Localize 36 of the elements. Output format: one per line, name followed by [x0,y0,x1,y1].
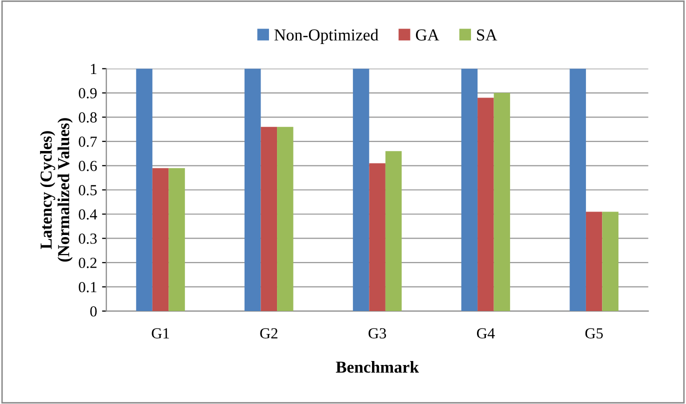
y-tick-label: 0.8 [78,112,97,123]
x-tick-label: G3 [368,328,386,338]
bar [385,151,402,312]
legend-label: GA [416,29,440,41]
y-tick-label: 0.5 [78,185,97,196]
x-tick-label: G5 [585,328,603,338]
y-tick-label: 0.9 [78,88,97,98]
bar [602,212,618,312]
bar [494,92,510,312]
y-tick-label: 0.6 [78,160,97,172]
bar [152,168,169,312]
bar [168,168,185,312]
legend-label: SA [477,29,498,41]
bar [369,163,386,312]
bar [461,68,478,312]
bar [478,98,494,312]
bar [277,126,294,312]
y-tick-label: 0.1 [78,282,96,292]
x-tick-label: G2 [260,328,278,338]
y-tick-label: 0.4 [78,209,98,220]
bar [586,212,602,312]
bar [260,126,278,312]
bar [136,68,152,312]
legend-label: Non-Optimized [274,28,378,44]
y-tick-label: 0.3 [78,234,97,244]
bar [244,68,261,312]
bar [352,68,370,312]
x-tick-label: G4 [476,328,495,338]
bar [570,68,586,312]
y-tick-label: 0 [90,306,97,317]
y-tick-label: 1 [91,64,96,74]
x-tick-label: G1 [152,328,169,338]
y-tick-label: 0.7 [78,136,97,147]
y-axis-title: Latency (Cycles) (Normalized Values) [40,118,73,262]
y-tick-label: 0.2 [78,258,96,268]
x-axis-title: Benchmark [336,361,419,373]
